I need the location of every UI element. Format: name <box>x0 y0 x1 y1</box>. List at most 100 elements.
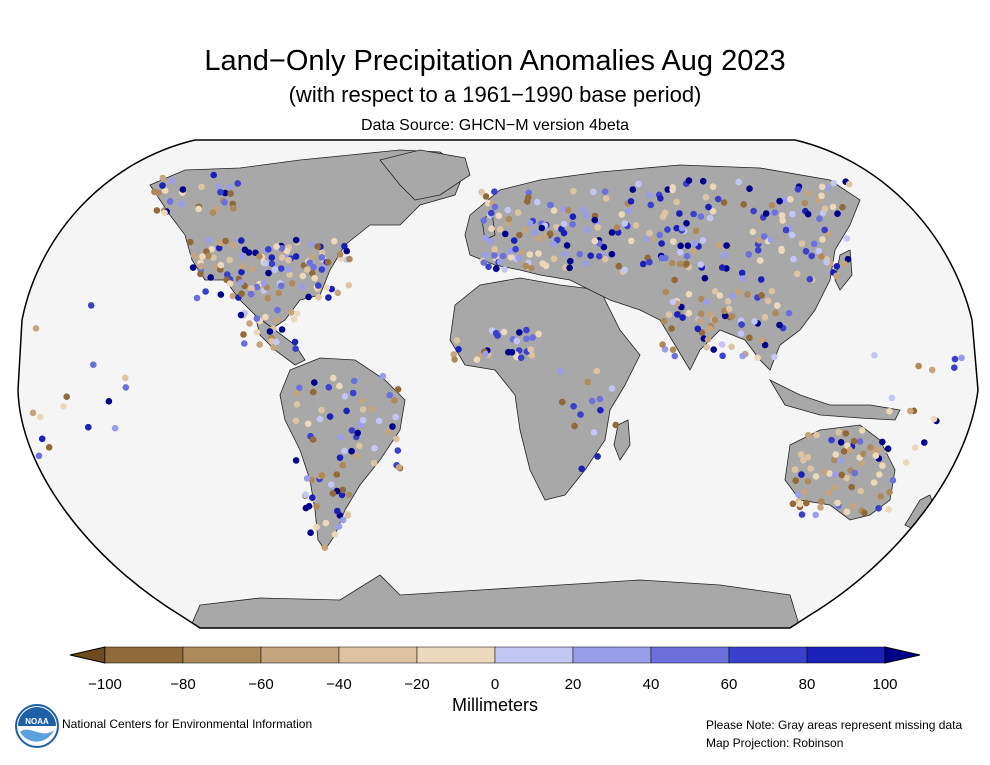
station-dot <box>691 240 699 247</box>
station-dot <box>798 511 806 518</box>
legend-swatch <box>416 646 496 664</box>
station-dot <box>385 428 392 436</box>
station-dot <box>262 260 270 267</box>
station-dot <box>615 262 623 270</box>
station-dot <box>265 269 272 277</box>
station-dot <box>345 491 353 499</box>
station-dot <box>522 262 530 270</box>
station-dot <box>560 220 568 228</box>
station-dot <box>690 247 698 255</box>
station-dot <box>262 313 269 321</box>
station-dot <box>311 274 319 282</box>
station-dot <box>153 207 161 214</box>
station-dot <box>818 192 825 200</box>
station-dot <box>482 350 489 358</box>
station-dot <box>271 266 279 273</box>
legend-tick-label: −80 <box>170 676 196 693</box>
station-dot <box>354 429 362 437</box>
station-dot <box>326 413 334 420</box>
station-dot <box>792 477 799 485</box>
station-dot <box>833 272 840 280</box>
station-dot <box>813 431 820 439</box>
station-dot <box>316 415 324 423</box>
station-dot <box>657 195 664 202</box>
station-dot <box>659 341 666 348</box>
station-dot <box>517 354 525 362</box>
station-dot <box>375 417 383 425</box>
station-dot <box>394 386 402 393</box>
station-dot <box>215 244 223 252</box>
station-dot <box>664 186 672 193</box>
station-dot <box>711 288 719 295</box>
station-dot <box>238 268 245 276</box>
footer-note-missing: Please Note: Gray areas represent missin… <box>706 718 963 732</box>
station-dot <box>161 187 169 194</box>
station-dot <box>193 294 201 302</box>
station-dot <box>778 245 785 253</box>
station-dot <box>802 248 810 255</box>
station-dot <box>63 393 70 401</box>
station-dot <box>292 345 299 353</box>
station-dot <box>283 247 291 255</box>
station-dot <box>559 398 566 406</box>
station-dot <box>278 254 286 261</box>
station-dot <box>951 355 959 363</box>
station-dot <box>161 209 168 217</box>
station-dot <box>313 523 320 531</box>
station-dot <box>721 312 729 320</box>
station-dot <box>739 352 746 360</box>
station-dot <box>493 265 500 272</box>
station-dot <box>861 509 868 516</box>
station-dot <box>292 236 300 244</box>
station-dot <box>679 314 686 321</box>
station-dot <box>507 253 515 261</box>
station-dot <box>491 246 499 253</box>
station-dot <box>159 174 167 182</box>
station-dot <box>703 298 710 306</box>
station-dot <box>576 250 584 258</box>
station-dot <box>539 260 546 267</box>
station-dot <box>567 257 574 265</box>
station-dot <box>785 309 793 317</box>
station-dot <box>837 439 845 446</box>
station-dot <box>293 310 301 317</box>
station-dot <box>356 442 363 450</box>
station-dot <box>314 243 322 250</box>
station-dot <box>888 394 896 402</box>
station-dot <box>958 354 965 362</box>
station-dot <box>488 209 495 217</box>
legend-swatch <box>572 646 652 664</box>
station-dot <box>513 337 521 345</box>
station-dot <box>754 246 762 254</box>
station-dot <box>518 249 526 256</box>
station-dot <box>608 250 616 258</box>
station-dot <box>302 491 309 499</box>
station-dot <box>304 420 312 428</box>
station-dot <box>789 500 797 508</box>
station-dot <box>879 462 886 470</box>
station-dot <box>692 227 700 235</box>
station-dot <box>473 356 481 364</box>
station-dot <box>750 207 757 215</box>
station-dot <box>889 477 897 484</box>
station-dot <box>831 456 838 464</box>
legend-arrow-low <box>69 646 106 664</box>
station-dot <box>481 251 489 259</box>
station-dot <box>849 502 857 510</box>
station-dot <box>450 351 458 358</box>
data-source: Data Source: GHCN−M version 4beta <box>360 117 630 134</box>
station-dot <box>343 407 350 415</box>
station-dot <box>315 282 322 289</box>
station-dot <box>739 275 747 282</box>
station-dot <box>834 499 841 507</box>
station-dot <box>308 241 315 248</box>
station-dot <box>336 251 344 258</box>
station-dot <box>451 356 458 363</box>
station-dot <box>226 183 233 191</box>
station-dot <box>685 309 693 317</box>
station-dot <box>208 245 215 253</box>
station-dot <box>671 276 678 284</box>
station-dot <box>843 474 850 482</box>
station-dot <box>318 472 326 479</box>
station-dot <box>659 213 667 221</box>
